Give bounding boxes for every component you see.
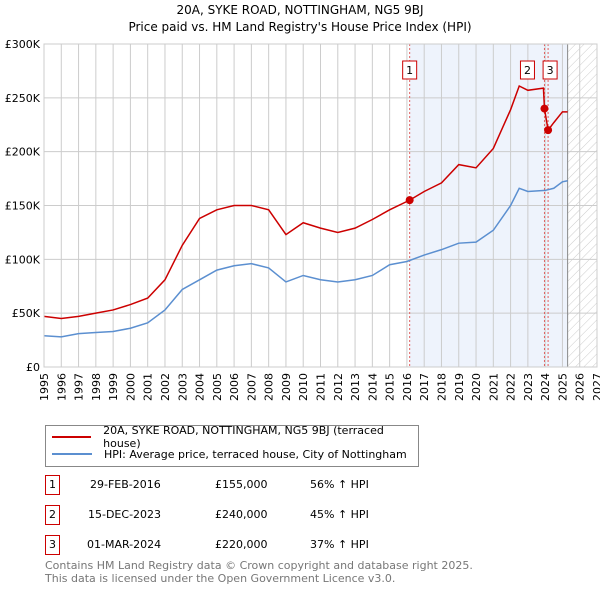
x-tick-label: 2020 bbox=[470, 373, 483, 401]
x-tick-label: 2009 bbox=[280, 373, 293, 401]
x-tick-label: 1997 bbox=[73, 373, 86, 401]
sale-date: 15-DEC-2023 bbox=[88, 508, 162, 521]
sale-label: 2 bbox=[524, 64, 531, 77]
x-tick-label: 2022 bbox=[505, 373, 518, 401]
x-tick-label: 2010 bbox=[297, 373, 310, 401]
blue-line-swatch bbox=[52, 453, 92, 455]
y-tick-label: £100K bbox=[5, 253, 41, 266]
red-line-swatch bbox=[52, 436, 92, 438]
x-tick-label: 2008 bbox=[263, 373, 276, 401]
legend-label: HPI: Average price, terraced house, City… bbox=[104, 447, 407, 461]
x-tick-label: 2014 bbox=[366, 373, 379, 401]
x-tick-label: 2018 bbox=[435, 373, 448, 401]
x-tick-label: 2019 bbox=[453, 373, 466, 401]
sale-point bbox=[540, 104, 549, 113]
sale-hpi: 56% ↑ HPI bbox=[310, 478, 369, 491]
sale-point bbox=[405, 196, 414, 205]
y-tick-label: £200K bbox=[5, 146, 41, 159]
sale-price: £240,000 bbox=[215, 508, 268, 521]
sale-number: 2 bbox=[45, 505, 60, 525]
x-tick-label: 2013 bbox=[349, 373, 362, 401]
footer-copyright: Contains HM Land Registry data © Crown c… bbox=[45, 559, 473, 572]
y-tick-label: £0 bbox=[26, 361, 40, 374]
price-chart: 20A, SYKE ROAD, NOTTINGHAM, NG5 9BJ Pric… bbox=[5, 3, 600, 401]
x-tick-label: 2000 bbox=[124, 373, 137, 401]
chart-subtitle: Price paid vs. HM Land Registry's House … bbox=[128, 20, 471, 34]
sale-number: 3 bbox=[45, 535, 60, 555]
y-tick-label: £250K bbox=[5, 92, 41, 105]
sale-hpi: 45% ↑ HPI bbox=[310, 508, 369, 521]
x-tick-label: 2026 bbox=[574, 373, 587, 401]
x-tick-label: 2027 bbox=[591, 373, 600, 401]
x-tick-label: 1995 bbox=[38, 373, 51, 401]
x-tick-label: 2015 bbox=[384, 373, 397, 401]
sale-label-box bbox=[519, 60, 535, 80]
sale-row: 2 15-DEC-2023 £240,000 45% ↑ HPI bbox=[45, 505, 445, 525]
sale-price: £220,000 bbox=[215, 538, 268, 551]
x-tick-label: 1999 bbox=[107, 373, 120, 401]
sale-price: £155,000 bbox=[215, 478, 268, 491]
sale-row: 1 29-FEB-2016 £155,000 56% ↑ HPI bbox=[45, 475, 445, 495]
property-price-line bbox=[43, 84, 568, 320]
x-tick-label: 2017 bbox=[418, 373, 431, 401]
legend-label: 20A, SYKE ROAD, NOTTINGHAM, NG5 9BJ (ter… bbox=[103, 424, 384, 450]
x-tick-label: 2003 bbox=[176, 373, 189, 401]
sale-hpi: 37% ↑ HPI bbox=[310, 538, 369, 551]
x-tick-label: 2012 bbox=[332, 373, 345, 401]
x-tick-label: 2021 bbox=[487, 373, 500, 401]
footer: Contains HM Land Registry data © Crown c… bbox=[45, 559, 473, 585]
sale-label: 1 bbox=[406, 64, 413, 77]
sale-point bbox=[544, 126, 553, 135]
x-tick-label: 1998 bbox=[90, 373, 103, 401]
x-tick-label: 2025 bbox=[556, 373, 569, 401]
hpi-line bbox=[43, 180, 568, 338]
x-tick-label: 2005 bbox=[211, 373, 224, 401]
x-tick-label: 2006 bbox=[228, 373, 241, 401]
y-tick-label: £50K bbox=[12, 307, 41, 320]
x-tick-label: 2002 bbox=[159, 373, 172, 401]
y-tick-label: £150K bbox=[5, 200, 41, 213]
plot-border bbox=[43, 43, 598, 368]
x-tick-label: 2007 bbox=[245, 373, 258, 401]
sale-label: 3 bbox=[547, 64, 554, 77]
legend-item-property: 20A, SYKE ROAD, NOTTINGHAM, NG5 9BJ (ter… bbox=[46, 424, 418, 450]
legend: 20A, SYKE ROAD, NOTTINGHAM, NG5 9BJ (ter… bbox=[45, 424, 419, 467]
sale-date: 01-MAR-2024 bbox=[87, 538, 162, 551]
x-tick-label: 2016 bbox=[401, 373, 414, 401]
x-tick-label: 2004 bbox=[194, 373, 207, 401]
sale-row: 3 01-MAR-2024 £220,000 37% ↑ HPI bbox=[45, 535, 445, 555]
sale-date: 29-FEB-2016 bbox=[90, 478, 161, 491]
sale-number: 1 bbox=[45, 475, 60, 495]
x-tick-label: 2001 bbox=[142, 373, 155, 401]
footer-licence: This data is licensed under the Open Gov… bbox=[45, 572, 396, 585]
legend-item-hpi: HPI: Average price, terraced house, City… bbox=[46, 446, 407, 462]
sale-label-box bbox=[402, 60, 418, 80]
chart-title: 20A, SYKE ROAD, NOTTINGHAM, NG5 9BJ bbox=[176, 3, 423, 17]
x-tick-label: 2023 bbox=[522, 373, 535, 401]
x-tick-label: 2011 bbox=[315, 373, 328, 401]
x-tick-label: 2024 bbox=[539, 373, 552, 401]
y-tick-label: £300K bbox=[5, 38, 41, 51]
x-tick-label: 1996 bbox=[55, 373, 68, 401]
sale-label-box bbox=[542, 60, 558, 80]
